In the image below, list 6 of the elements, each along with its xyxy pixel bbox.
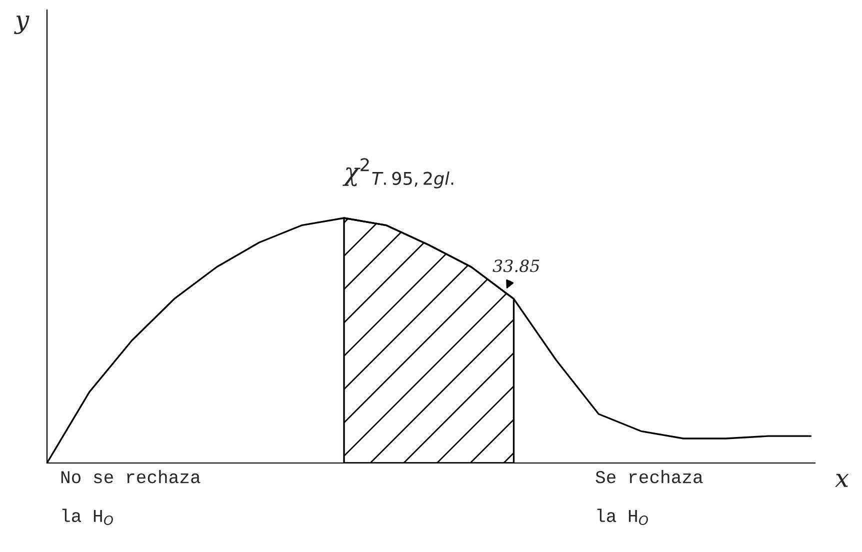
text: y	[14, 16, 30, 34]
text: χ$^{2}$$_{T.95,2gl.}$	[342, 158, 454, 188]
text: Se rechaza la H$_{O}$	[596, 470, 703, 526]
x-axis-title: x	[835, 474, 849, 487]
annotation: 33.85	[492, 260, 540, 272]
text: No se rechaza la H$_{O}$	[61, 470, 200, 526]
